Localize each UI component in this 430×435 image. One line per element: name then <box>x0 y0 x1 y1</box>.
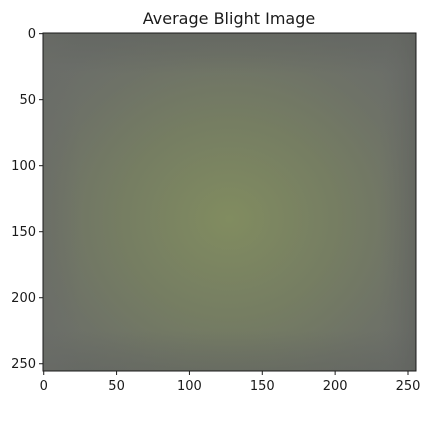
y-tick-label: 200 <box>11 291 36 306</box>
x-tick-label: 50 <box>108 379 125 394</box>
plot-frame <box>42 32 417 372</box>
y-tick-label: 50 <box>19 93 36 108</box>
x-tick-label: 100 <box>177 379 202 394</box>
y-axis: 0 50 100 150 200 250 <box>11 27 43 372</box>
image-horizontal-vignette <box>43 33 416 371</box>
x-tick-label: 0 <box>40 379 48 394</box>
y-tick-label: 0 <box>28 27 36 42</box>
x-tick-label: 250 <box>396 379 421 394</box>
chart-title: Average Blight Image <box>143 9 315 28</box>
x-tick-label: 200 <box>323 379 348 394</box>
x-axis: 0 50 100 150 200 250 <box>40 371 421 394</box>
y-tick-label: 100 <box>11 159 36 174</box>
x-tick-label: 150 <box>250 379 275 394</box>
y-tick-label: 250 <box>11 357 36 372</box>
average-image <box>43 33 416 371</box>
y-tick-label: 150 <box>11 225 36 240</box>
